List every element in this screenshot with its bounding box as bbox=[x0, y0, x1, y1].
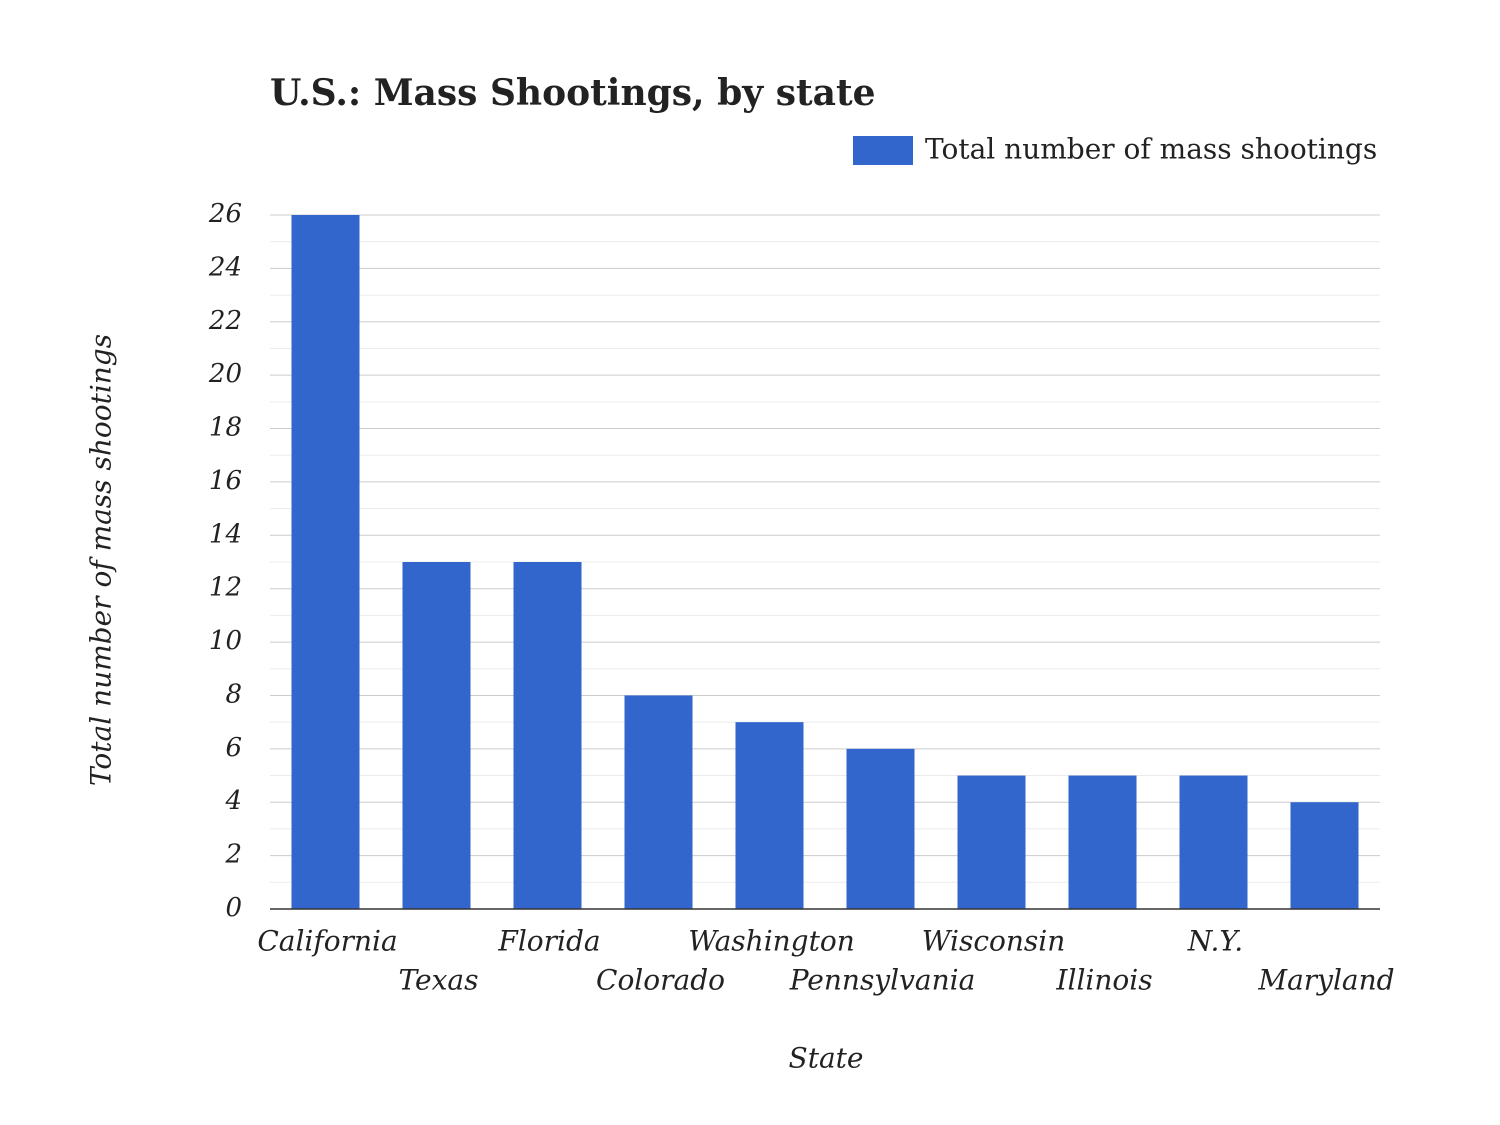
y-tick-label: 18 bbox=[209, 413, 242, 443]
y-tick-label: 22 bbox=[208, 306, 242, 336]
bar bbox=[291, 215, 360, 909]
y-axis-title: Total number of mass shootings bbox=[85, 334, 118, 786]
x-tick-label: Washington bbox=[688, 925, 855, 958]
y-tick-label: 24 bbox=[208, 252, 242, 282]
y-tick-label: 14 bbox=[209, 519, 242, 549]
bar bbox=[1068, 775, 1137, 909]
legend-swatch bbox=[853, 136, 913, 165]
chart-title: U.S.: Mass Shootings, by state bbox=[270, 72, 876, 114]
bar bbox=[957, 775, 1026, 909]
x-tick-label: Maryland bbox=[1257, 964, 1394, 997]
y-tick-label: 0 bbox=[225, 893, 242, 923]
x-tick-label: Wisconsin bbox=[922, 925, 1066, 958]
y-tick-label: 10 bbox=[209, 626, 242, 656]
y-tick-label: 12 bbox=[209, 573, 242, 603]
x-tick-label: N.Y. bbox=[1187, 925, 1243, 958]
x-tick-label: Pennsylvania bbox=[789, 964, 976, 997]
y-tick-label: 6 bbox=[225, 733, 242, 763]
y-tick-label: 16 bbox=[209, 466, 242, 496]
bar bbox=[402, 562, 471, 909]
x-tick-label: California bbox=[257, 925, 397, 958]
bar bbox=[846, 748, 915, 909]
x-tick-label: Texas bbox=[399, 964, 479, 997]
bar bbox=[735, 722, 804, 909]
y-tick-label: 26 bbox=[208, 199, 242, 229]
x-axis-title: State bbox=[789, 1042, 864, 1075]
legend-label: Total number of mass shootings bbox=[925, 133, 1377, 166]
x-tick-label: Illinois bbox=[1055, 964, 1152, 997]
bar bbox=[1290, 802, 1359, 909]
x-tick-label: Colorado bbox=[596, 964, 725, 997]
y-tick-label: 8 bbox=[225, 679, 242, 709]
bar bbox=[624, 695, 693, 909]
y-tick-label: 4 bbox=[224, 786, 242, 816]
bar bbox=[1179, 775, 1248, 909]
x-tick-label: Florida bbox=[497, 925, 600, 958]
y-tick-label: 20 bbox=[208, 359, 242, 389]
bar bbox=[513, 562, 582, 909]
y-tick-label: 2 bbox=[224, 840, 242, 870]
